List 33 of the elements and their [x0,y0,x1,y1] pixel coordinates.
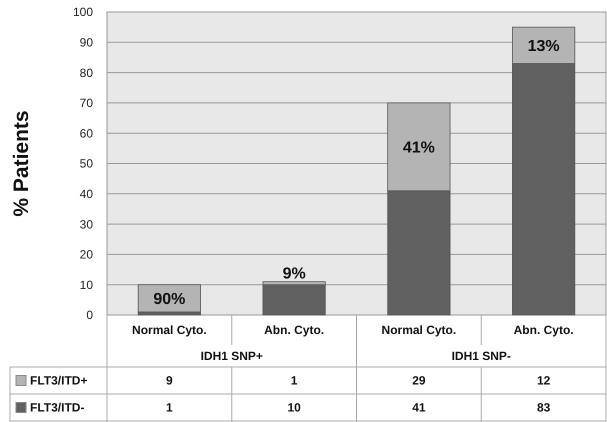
x-tick-label: Abn. Cyto. [264,323,324,338]
y-tick-label: 30 [80,217,94,232]
x-tick-label: Normal Cyto. [132,323,207,338]
data-label: 29 [412,374,426,388]
data-label: 41 [412,400,426,415]
y-tick-label: 20 [80,248,94,262]
y-tick-label: 10 [80,278,94,292]
x-tick-label: Abn. Cyto. [514,323,574,338]
data-label: 1 [290,374,298,388]
y-tick-label: 100 [72,5,94,20]
x-tick-label: Normal Cyto. [382,323,456,338]
annotation: 90% [153,290,186,308]
y-tick-label: 0 [86,308,94,322]
y-axis-title: % Patients [10,110,33,217]
annotation: 9% [282,265,306,282]
data-label: 10 [287,400,302,415]
y-tick-label: 50 [80,156,94,171]
text: IDH1 SNP- [452,349,511,364]
y-tick-label: 70 [80,96,94,110]
annotation: 41% [402,139,435,156]
y-tick-label: 80 [80,66,94,80]
annotation: 13% [528,38,560,55]
bar [262,284,326,316]
y-tick-label: 40 [80,187,94,201]
data-label: 9 [166,374,174,388]
text: IDH1 SNP+ [200,349,263,364]
y-tick-label: 60 [80,126,94,140]
y-tick-label: 90 [80,36,94,50]
data-label: 12 [536,374,551,388]
data-label: 1 [166,400,174,415]
data-label: 83 [536,400,551,415]
legend-label: FLT3/ITD+ [30,374,88,388]
legend-label: FLT3/ITD- [30,400,84,415]
